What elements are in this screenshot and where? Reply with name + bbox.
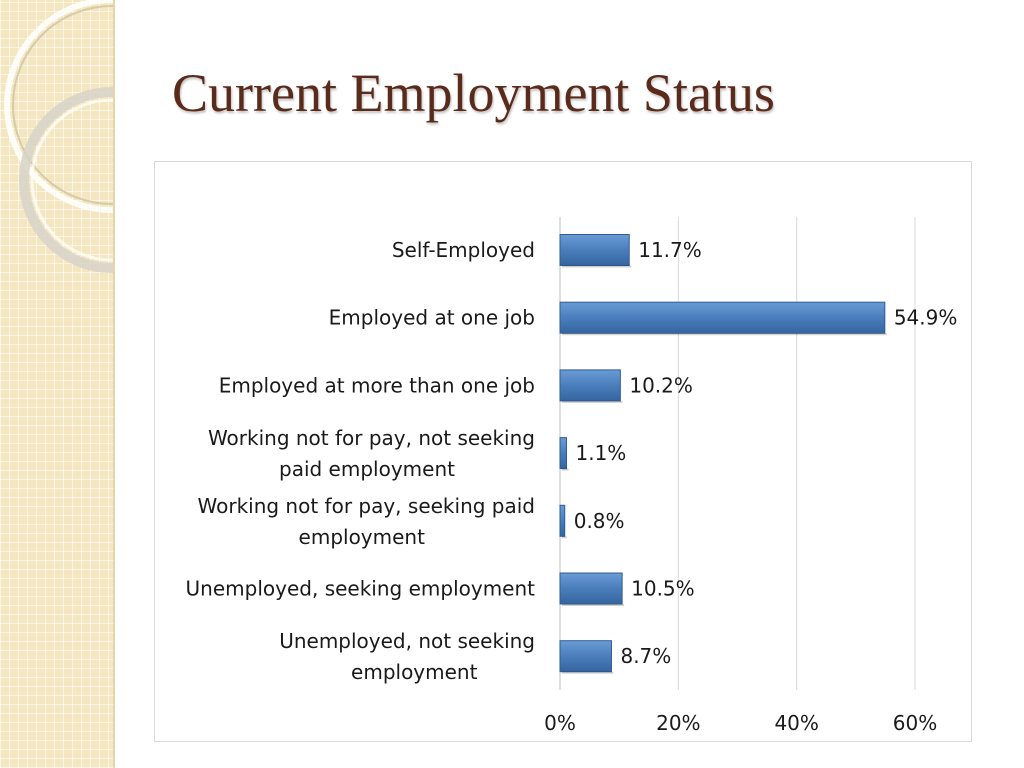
category-label-line2: employment xyxy=(351,660,478,684)
bar xyxy=(559,572,623,605)
category-label: Working not for pay, seeking paid xyxy=(198,494,536,518)
bar xyxy=(559,301,886,334)
bar-shadow xyxy=(562,333,887,336)
x-tick-label: 0% xyxy=(544,711,576,735)
bar xyxy=(559,437,568,470)
bar-shadow xyxy=(562,604,625,606)
category-label: Unemployed, not seeking xyxy=(279,629,535,653)
data-label: 10.5% xyxy=(631,577,695,601)
data-labels: 11.7% 54.9% 10.2% 1.1% 0.8% 10.5% 8.7% xyxy=(574,238,958,668)
x-tick-label: 40% xyxy=(774,711,818,735)
category-label: Self-Employed xyxy=(392,238,535,262)
ring-decoration-icon xyxy=(4,0,113,273)
bars xyxy=(559,234,887,674)
bar-shadow xyxy=(562,265,632,268)
category-label: Working not for pay, not seeking xyxy=(208,426,535,450)
x-tick-label: 20% xyxy=(656,711,700,735)
employment-bar-chart: Self-Employed Employed at one job Employed… xyxy=(186,217,958,735)
bar xyxy=(559,234,630,266)
data-label: 11.7% xyxy=(638,238,702,262)
bar xyxy=(559,504,566,537)
data-label: 1.1% xyxy=(576,441,627,465)
data-label: 8.7% xyxy=(620,644,671,668)
x-axis-ticks: 0% 20% 40% 60% xyxy=(544,711,937,735)
data-label: 10.2% xyxy=(629,373,693,397)
bar xyxy=(559,640,612,673)
bar xyxy=(559,369,621,402)
category-label-line2: employment xyxy=(299,525,426,549)
page-title: Current Employment Status xyxy=(172,63,775,123)
category-label: Employed at more than one job xyxy=(219,373,535,397)
decorative-side-panel xyxy=(0,0,115,768)
bar-shadow xyxy=(562,671,614,674)
bar-shadow xyxy=(562,536,567,539)
category-label: Unemployed, seeking employment xyxy=(186,577,536,601)
category-label: Employed at one job xyxy=(329,306,535,330)
data-label: 0.8% xyxy=(574,509,625,533)
data-label: 54.9% xyxy=(894,306,958,330)
x-tick-label: 60% xyxy=(893,711,937,735)
chart-container: Self-Employed Employed at one job Employed… xyxy=(154,161,972,742)
category-label-line2: paid employment xyxy=(279,457,455,481)
bar-shadow xyxy=(562,400,623,403)
bar-shadow xyxy=(562,468,569,471)
category-labels: Self-Employed Employed at one job Employed… xyxy=(186,238,536,684)
